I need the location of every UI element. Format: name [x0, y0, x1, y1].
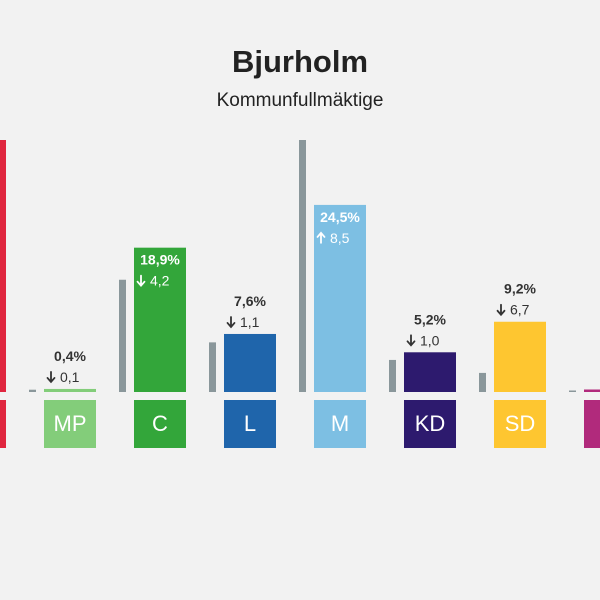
- bar-current-mp: [44, 388, 96, 392]
- party-label-box-kd: [404, 400, 456, 448]
- party-label-box-m: [314, 400, 366, 448]
- change-up-arrow-icon: [46, 371, 56, 384]
- data-label-change-m: 8,5: [330, 230, 350, 246]
- data-label-change-c: 4,2: [150, 273, 170, 289]
- change-up-arrow-icon: [496, 303, 506, 317]
- chart-title: Bjurholm: [231, 44, 369, 79]
- data-label-change-kd: 1,0: [420, 332, 440, 348]
- change-up-arrow-icon: [406, 334, 416, 347]
- bar-previous-c: [119, 279, 126, 392]
- bar-current-kd: [404, 352, 456, 392]
- data-label-change-mp: 0,1: [60, 369, 80, 385]
- data-label-value-sd: 9,2%: [504, 281, 536, 297]
- party-label-box-mp: [44, 400, 96, 448]
- party-label-box-v: [0, 400, 6, 448]
- data-label-value-m: 24,5%: [320, 209, 360, 225]
- party-label-box-ö: [584, 400, 600, 448]
- party-label-box-l: [224, 400, 276, 448]
- bar-previous-m: [299, 140, 306, 392]
- bar-previous-sd: [479, 372, 486, 392]
- bar-current-c: [134, 247, 186, 392]
- party-label-m: M: [331, 411, 349, 436]
- data-label-value-mp: 0,4%: [54, 348, 86, 364]
- bar-previous-kd: [389, 359, 396, 392]
- party-label-box-sd: [494, 400, 546, 448]
- data-label-value-l: 7,6%: [234, 293, 266, 309]
- party-label-box-c: [134, 400, 186, 448]
- change-up-arrow-icon: [226, 316, 236, 329]
- data-label-change-sd: 6,7: [510, 302, 530, 318]
- party-label-kd: KD: [415, 411, 446, 436]
- bar-previous-ö: [569, 390, 576, 392]
- bar-previous-mp: [29, 389, 36, 392]
- change-down-arrow-icon: [316, 231, 326, 244]
- chart-subtitle: Kommunfullmäktige: [216, 90, 384, 111]
- bar-current-sd: [494, 321, 546, 392]
- party-label-sd: SD: [505, 411, 536, 436]
- party-label-mp: MP: [54, 411, 87, 436]
- bar-previous-l: [209, 342, 216, 392]
- bar-current-l: [224, 333, 276, 392]
- data-label-change-l: 1,1: [240, 314, 260, 330]
- party-label-c: C: [152, 411, 168, 436]
- party-label-l: L: [244, 411, 256, 436]
- bar-current-v: [0, 140, 6, 392]
- data-label-value-c: 18,9%: [140, 252, 180, 268]
- change-up-arrow-icon: [136, 274, 146, 288]
- bar-current-ö: [584, 389, 600, 392]
- data-label-value-kd: 5,2%: [414, 311, 446, 327]
